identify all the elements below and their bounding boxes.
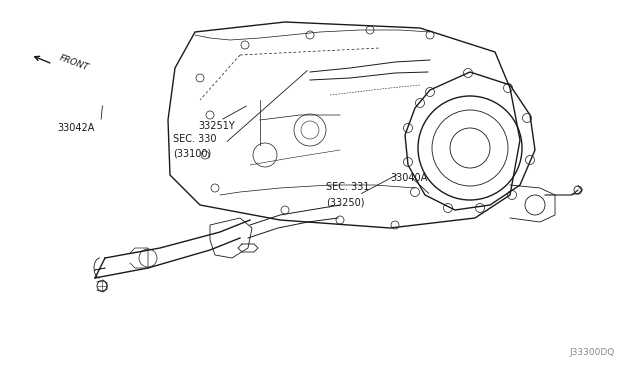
Text: FRONT: FRONT (58, 53, 90, 72)
Text: (33100): (33100) (173, 149, 211, 159)
Text: (33250): (33250) (326, 197, 365, 207)
Text: SEC. 331: SEC. 331 (326, 182, 370, 192)
Text: 33042A: 33042A (58, 123, 95, 133)
Text: 33251Y: 33251Y (198, 121, 235, 131)
Text: 33040A: 33040A (390, 173, 428, 183)
Text: J33300DQ: J33300DQ (569, 348, 614, 357)
Text: SEC. 330: SEC. 330 (173, 134, 216, 144)
